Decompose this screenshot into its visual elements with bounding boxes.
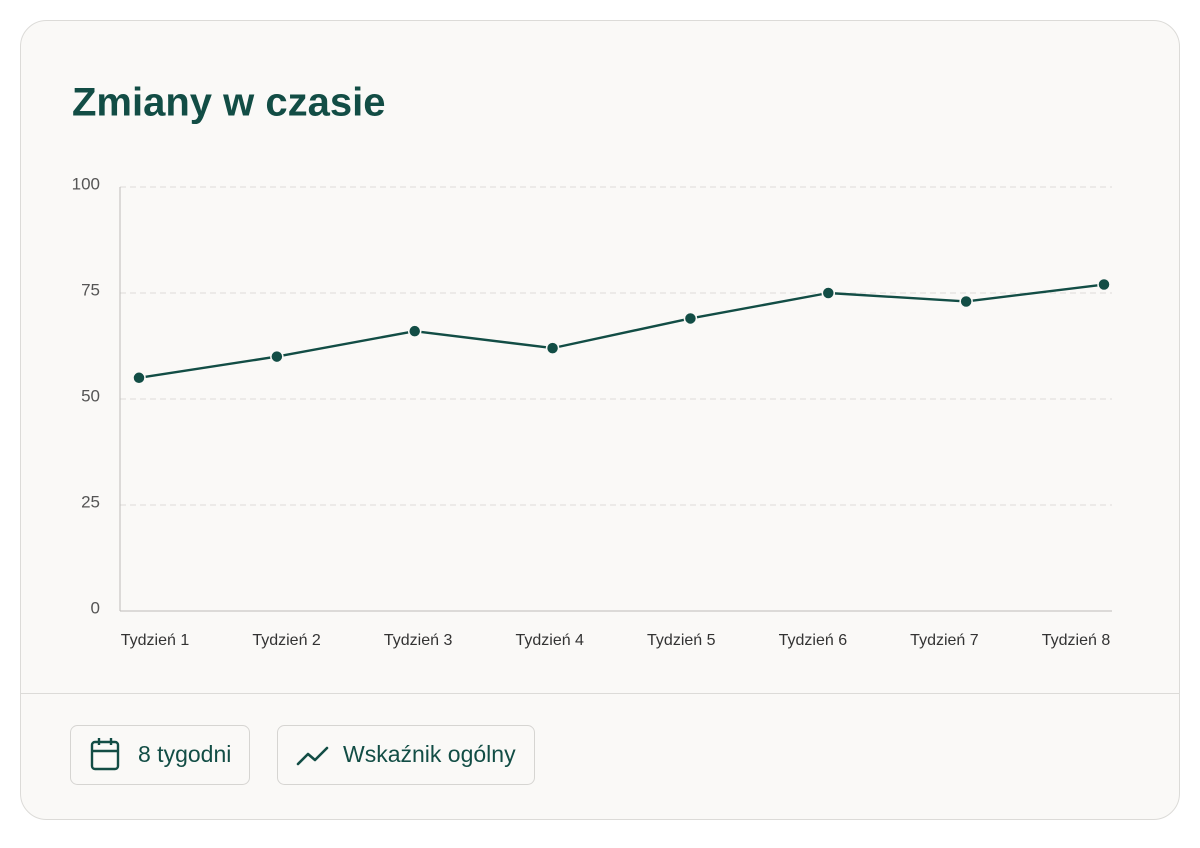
card (20, 20, 1180, 820)
point (407, 324, 422, 338)
point (1097, 277, 1111, 292)
x-tick-label: Tydzień 8 (1042, 632, 1111, 649)
x-tick-label: Tydzień 4 (515, 632, 584, 649)
point (959, 294, 973, 309)
chart-title: Zmiany w czasie (72, 81, 385, 125)
y-tick-label: 75 (81, 280, 100, 299)
x-tick-label: Tydzień 7 (910, 632, 979, 649)
x-tick-label: Tydzień 3 (384, 632, 453, 649)
period-button[interactable]: 8 tygodni (70, 725, 250, 785)
x-tick-label: Tydzień 2 (252, 632, 321, 649)
point (821, 286, 836, 300)
y-tick-label: 50 (81, 386, 100, 405)
point (545, 341, 560, 355)
plot: 0 25 50 75 100 Tydzień 1 Tydzień 2 Tydzień 3 Tyd… (72, 174, 1112, 649)
x-tick-label: Tydzień 6 (779, 632, 848, 649)
point (132, 371, 146, 385)
metric-button[interactable]: Wskaźnik ogólny (277, 725, 535, 785)
x-tick-label: Tydzień 1 (121, 632, 190, 649)
button-frame (277, 725, 535, 785)
y-tick-label: 100 (72, 174, 100, 193)
y-tick-label: 0 (91, 598, 100, 617)
line (138, 283, 1105, 379)
point (270, 349, 284, 364)
trend-icon (296, 746, 329, 766)
x-tick-label: Tydzień 5 (647, 632, 716, 649)
y-tick-label: 25 (81, 492, 100, 511)
calendar-icon (90, 738, 120, 771)
point (683, 311, 698, 326)
button-label: Wskaźnik ogólny (343, 741, 516, 767)
button-label: 8 tygodni (138, 741, 231, 767)
